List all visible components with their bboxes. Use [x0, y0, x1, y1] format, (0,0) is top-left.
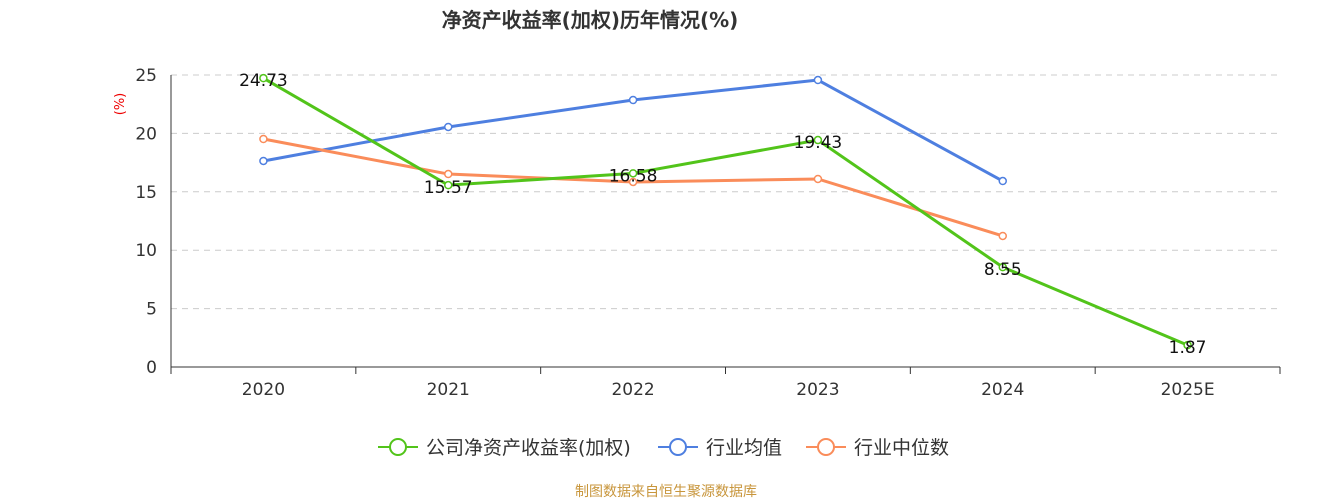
data-point[interactable]: [998, 262, 1007, 272]
x-tick-label: 2025E: [1161, 380, 1215, 400]
data-point[interactable]: [259, 134, 268, 144]
data-point[interactable]: [628, 177, 638, 187]
chart-title: 净资产收益率(加权)历年情况(%): [442, 8, 739, 32]
legend-circle-icon: [669, 438, 687, 456]
y-tick-label: 15: [135, 183, 157, 203]
data-point[interactable]: [628, 169, 638, 178]
data-label: 16.58: [609, 166, 658, 186]
x-tick-label: 2022: [611, 380, 654, 400]
data-point[interactable]: [998, 231, 1007, 241]
data-label: 8.55: [984, 260, 1022, 280]
data-point[interactable]: [1183, 340, 1192, 350]
data-point[interactable]: [444, 122, 453, 132]
data-label: 1.87: [1169, 338, 1207, 358]
y-tick-label: 25: [135, 66, 157, 86]
data-point[interactable]: [813, 75, 823, 85]
data-point[interactable]: [628, 95, 638, 105]
data-point[interactable]: [813, 135, 823, 145]
footer-source: 制图数据来自恒生聚源数据库: [575, 484, 757, 500]
data-point[interactable]: [259, 73, 268, 83]
data-point[interactable]: [813, 174, 823, 184]
legend-item[interactable]: 行业均值: [706, 437, 782, 459]
data-label: 19.43: [794, 133, 843, 153]
series-line-2: [263, 137, 1004, 238]
data-label: 24.73: [239, 71, 288, 91]
y-axis-unit: (%): [113, 93, 128, 116]
x-tick-label: 2020: [242, 380, 285, 400]
y-tick-label: 0: [146, 358, 157, 378]
data-point[interactable]: [444, 180, 453, 190]
legend-item[interactable]: 行业中位数: [854, 437, 949, 459]
x-tick-label: 2023: [796, 380, 839, 400]
legend-item[interactable]: 公司净资产收益率(加权): [426, 437, 631, 459]
legend-circle-icon: [817, 438, 835, 456]
data-point[interactable]: [259, 156, 268, 166]
data-label: 15.57: [424, 178, 473, 198]
series-line-0: [262, 76, 1189, 347]
y-tick-label: 20: [135, 124, 157, 144]
x-tick-label: 2021: [427, 380, 470, 400]
data-point[interactable]: [444, 169, 453, 179]
y-tick-label: 10: [135, 241, 157, 261]
x-tick-label: 2024: [981, 380, 1024, 400]
legend-circle-icon: [389, 438, 407, 456]
y-tick-label: 5: [146, 300, 157, 320]
data-point[interactable]: [998, 176, 1007, 186]
